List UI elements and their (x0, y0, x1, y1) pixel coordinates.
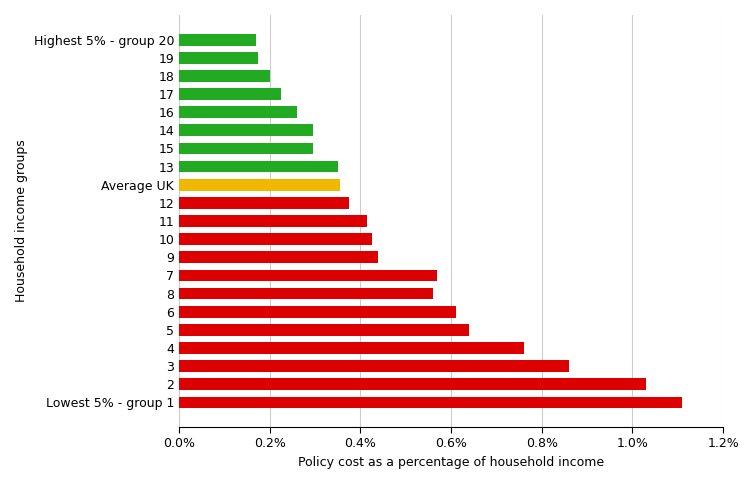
Bar (179, 324, 469, 336)
Bar (179, 251, 379, 263)
Bar (179, 306, 455, 318)
Bar (179, 88, 281, 100)
Bar (179, 143, 313, 154)
Bar (179, 124, 313, 136)
Bar (179, 233, 372, 245)
Bar (179, 179, 340, 191)
X-axis label: Policy cost as a percentage of household income: Policy cost as a percentage of household… (298, 456, 604, 469)
Bar (179, 396, 682, 408)
Bar (179, 197, 349, 209)
Y-axis label: Household income groups: Household income groups (15, 140, 28, 302)
Bar (179, 161, 338, 172)
Bar (179, 270, 437, 281)
Bar (179, 34, 256, 45)
Bar (179, 287, 433, 300)
Bar (179, 342, 523, 354)
Bar (179, 52, 259, 64)
Bar (179, 215, 367, 227)
Bar (179, 360, 569, 372)
Bar (179, 378, 646, 390)
Bar (179, 106, 297, 118)
Bar (179, 70, 270, 82)
